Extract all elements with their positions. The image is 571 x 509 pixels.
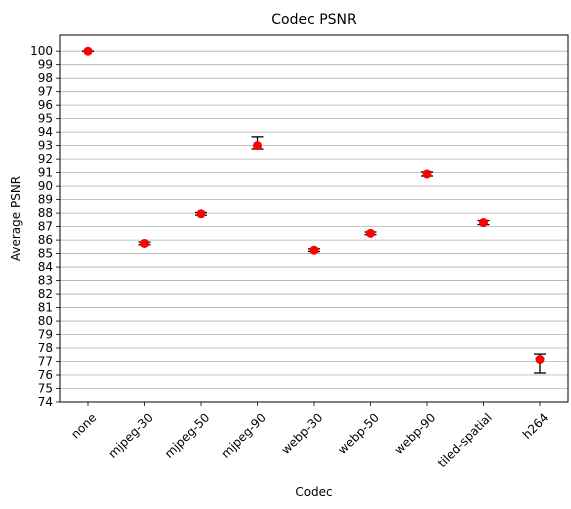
point-mjpeg-30 — [140, 238, 149, 248]
y-tick-label-83: 83 — [38, 274, 53, 288]
x-axis-title: Codec — [295, 485, 332, 499]
y-tick-label-74: 74 — [38, 395, 53, 409]
y-tick-label-90: 90 — [38, 179, 53, 193]
y-axis-ticks: 7475767778798081828384858687888990919293… — [30, 44, 60, 409]
data-points — [83, 46, 545, 364]
x-tick-label-none: none — [68, 410, 99, 441]
y-tick-label-93: 93 — [38, 139, 53, 153]
x-tick-label-tiled-spatial: tiled-spatial — [435, 410, 495, 470]
y-tick-label-75: 75 — [38, 382, 53, 396]
y-tick-label-82: 82 — [38, 287, 53, 301]
y-tick-label-97: 97 — [38, 85, 53, 99]
x-tick-label-mjpeg-50: mjpeg-50 — [162, 410, 212, 460]
y-tick-label-80: 80 — [38, 314, 53, 328]
y-tick-label-76: 76 — [38, 368, 53, 382]
point-webp-30 — [309, 245, 319, 255]
y-tick-label-86: 86 — [38, 233, 53, 247]
y-tick-label-84: 84 — [38, 260, 53, 274]
point-tiled-spatial — [479, 218, 488, 228]
error-bars — [82, 50, 546, 374]
y-tick-label-98: 98 — [38, 71, 53, 85]
point-mjpeg-90 — [253, 141, 262, 151]
x-tick-label-webp-30: webp-30 — [279, 410, 326, 457]
y-axis-title: Average PSNR — [9, 176, 23, 261]
x-tick-label-mjpeg-30: mjpeg-30 — [105, 410, 155, 460]
x-tick-label-mjpeg-90: mjpeg-90 — [218, 410, 268, 460]
point-mjpeg-50 — [196, 209, 206, 219]
y-tick-label-94: 94 — [38, 125, 53, 139]
y-tick-label-78: 78 — [38, 341, 53, 355]
y-tick-label-91: 91 — [38, 166, 53, 180]
point-webp-90 — [422, 169, 432, 179]
y-tick-label-95: 95 — [38, 112, 53, 126]
x-tick-label-webp-50: webp-50 — [335, 410, 382, 457]
y-tick-label-79: 79 — [38, 328, 53, 342]
point-webp-50 — [366, 228, 375, 238]
x-axis-ticks: none mjpeg-30 mjpeg-50 mjpeg-90 webp-30 webp-… — [68, 402, 551, 470]
x-tick-label-webp-90: webp-90 — [392, 410, 439, 457]
plot-frame — [59, 34, 569, 403]
y-tick-label-77: 77 — [38, 355, 53, 369]
chart-title: Codec PSNR — [271, 12, 357, 28]
grid-lines — [60, 50, 568, 403]
y-tick-label-88: 88 — [38, 206, 53, 220]
point-h264 — [535, 354, 545, 364]
point-none — [83, 46, 93, 56]
y-tick-label-81: 81 — [38, 301, 53, 315]
y-tick-label-100: 100 — [30, 44, 53, 58]
y-tick-label-96: 96 — [38, 98, 53, 112]
y-tick-label-85: 85 — [38, 247, 53, 261]
y-tick-label-87: 87 — [38, 220, 53, 234]
y-tick-label-89: 89 — [38, 193, 53, 207]
y-tick-label-99: 99 — [38, 58, 53, 72]
y-tick-label-92: 92 — [38, 152, 53, 166]
x-tick-label-h264: h264 — [520, 410, 551, 441]
